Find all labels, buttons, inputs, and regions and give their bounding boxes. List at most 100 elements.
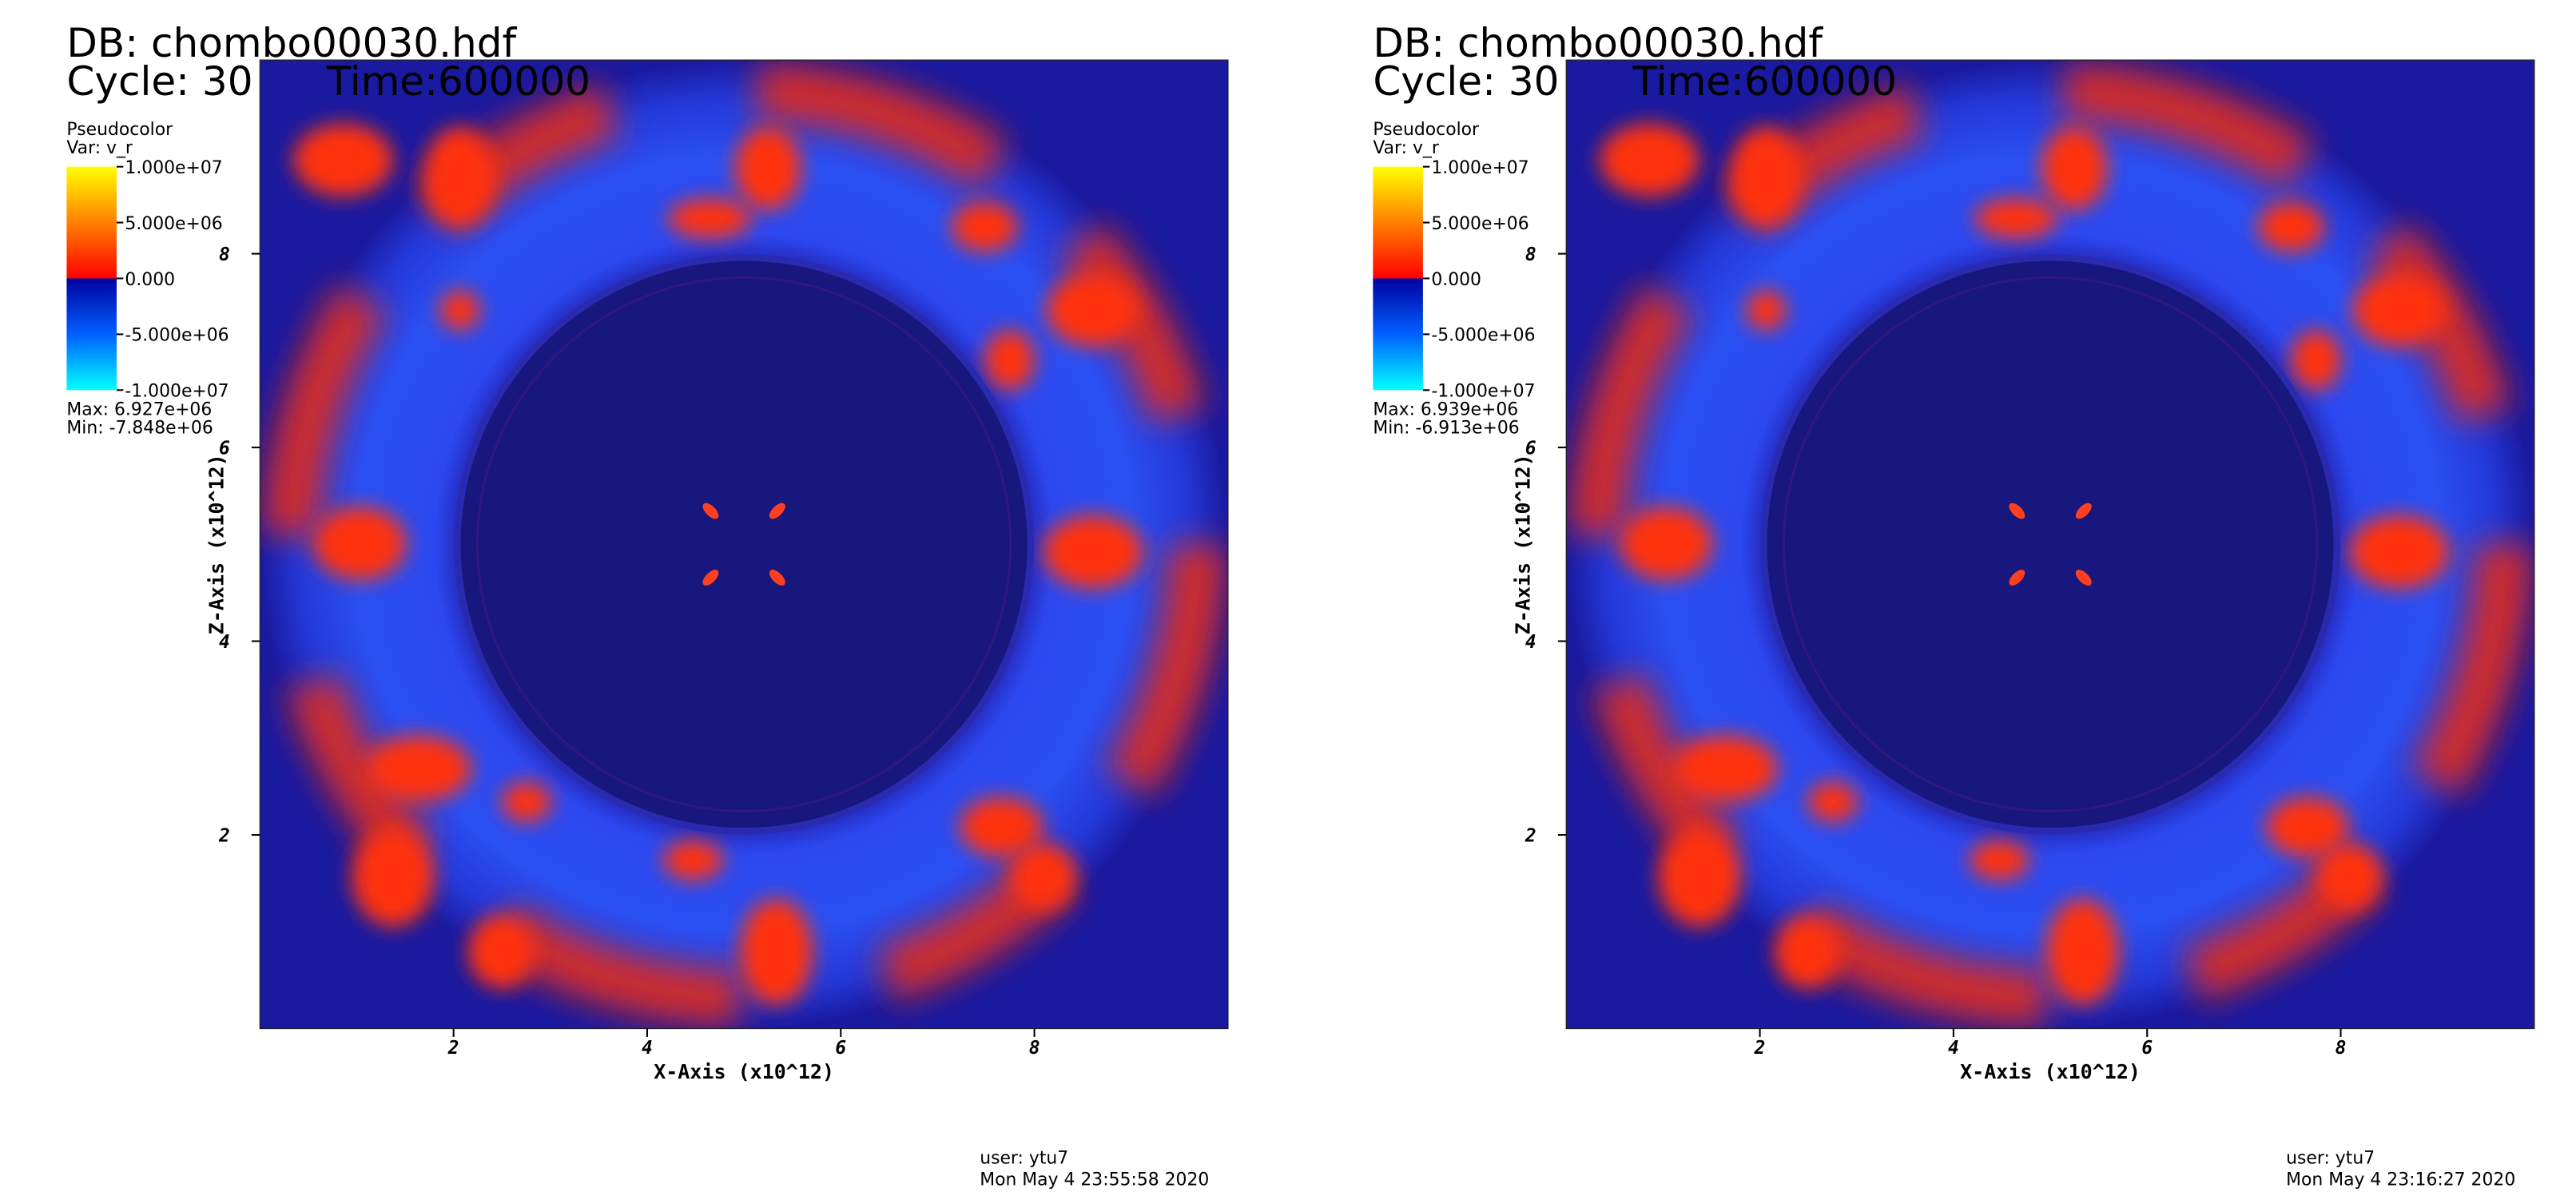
x-tick-label: 4 bbox=[1948, 1038, 1959, 1059]
colorbar-tick-label: -1.000e+07 bbox=[1431, 382, 1535, 402]
red-blob bbox=[2041, 126, 2109, 210]
core-spot bbox=[2009, 503, 2025, 519]
red-blob bbox=[501, 781, 552, 822]
y-axis-label: Z-Axis (x10^12) bbox=[1511, 454, 1534, 634]
plot-frame bbox=[1565, 59, 2535, 1030]
inner-disk bbox=[1760, 254, 2340, 835]
x-tick-label: 6 bbox=[2141, 1038, 2153, 1059]
core-spot bbox=[702, 503, 719, 519]
red-blob bbox=[734, 126, 802, 210]
core-spot bbox=[2075, 503, 2092, 519]
red-blob bbox=[1774, 915, 1842, 989]
cycle: Cycle: 30 bbox=[66, 58, 252, 105]
colorbar-tick-label: 5.000e+06 bbox=[1431, 214, 1529, 234]
legend-variable: Var: v_r bbox=[66, 138, 133, 158]
red-blob bbox=[2045, 898, 2120, 1006]
red-blob bbox=[1729, 126, 1803, 227]
red-blob bbox=[662, 840, 724, 880]
red-blob bbox=[1969, 840, 2029, 880]
red-blob bbox=[1619, 507, 1713, 581]
date: Mon May 4 23:55:58 2020 bbox=[980, 1170, 1209, 1190]
y-tick-label: 2 bbox=[1525, 825, 1536, 846]
x-tick-label: 4 bbox=[642, 1038, 653, 1059]
red-blob bbox=[1009, 843, 1077, 911]
max-value: Max: 6.939e+06 bbox=[1373, 400, 1518, 420]
x-axis-label: X-Axis (x10^12) bbox=[654, 1060, 834, 1083]
max-value: Max: 6.927e+06 bbox=[66, 400, 212, 420]
y-tick-label: 8 bbox=[219, 244, 230, 265]
red-blob bbox=[352, 827, 435, 928]
red-blob bbox=[984, 330, 1036, 391]
red-blob bbox=[1746, 290, 1787, 331]
colorbar-tick-label: 1.000e+07 bbox=[1431, 158, 1529, 178]
red-blob bbox=[423, 126, 497, 227]
x-axis-label: X-Axis (x10^12) bbox=[1960, 1060, 2141, 1083]
colorbar-tick-label: 0.000 bbox=[125, 270, 175, 290]
x-tick-label: 8 bbox=[2335, 1038, 2347, 1059]
plot-frame bbox=[259, 59, 1229, 1030]
inner-rim bbox=[475, 276, 1012, 813]
red-blob bbox=[739, 898, 813, 1006]
core-spot bbox=[769, 570, 785, 586]
min-value: Min: -7.848e+06 bbox=[66, 419, 213, 439]
red-blob bbox=[2291, 330, 2341, 391]
colorbar bbox=[66, 166, 117, 391]
colorbar-tick-label: -5.000e+06 bbox=[125, 326, 229, 346]
colorbar-tick-label: -5.000e+06 bbox=[1431, 326, 1535, 346]
y-tick-label: 6 bbox=[1525, 438, 1536, 459]
x-tick-label: 6 bbox=[835, 1038, 846, 1059]
colorbar-tick-label: 5.000e+06 bbox=[125, 214, 222, 234]
legend-variable: Var: v_r bbox=[1373, 138, 1439, 158]
y-axis-label: Z-Axis (x10^12) bbox=[205, 454, 228, 634]
inner-rim bbox=[1782, 276, 2319, 813]
red-blob bbox=[439, 290, 480, 331]
red-blob bbox=[1599, 123, 1700, 197]
red-blob bbox=[2352, 273, 2447, 348]
user: user: ytu7 bbox=[980, 1149, 1068, 1169]
red-blob bbox=[960, 797, 1044, 857]
y-tick-label: 8 bbox=[1525, 244, 1536, 265]
outer-red-ring bbox=[262, 62, 1226, 1027]
x-tick-label: 2 bbox=[1754, 1038, 1766, 1059]
colorbar-tick-label: 0.000 bbox=[1431, 270, 1481, 290]
pseudocolor-image bbox=[1566, 60, 2534, 1029]
red-blob bbox=[668, 198, 752, 239]
db-name: DB: chombo00030.hdf bbox=[66, 20, 517, 66]
user: user: ytu7 bbox=[2286, 1149, 2375, 1169]
red-blob bbox=[467, 915, 535, 989]
y-tick-label: 6 bbox=[219, 438, 230, 459]
core-spot bbox=[769, 503, 785, 519]
core-spot bbox=[2075, 570, 2092, 586]
red-blob bbox=[364, 735, 472, 802]
plot-panel: 2 4 6 8 2 4 6 8 X-Axis (x10^12) Z-Axis (x10^12) DB… bbox=[1373, 20, 2535, 1190]
cycle: Cycle: 30 bbox=[1373, 58, 1559, 105]
core-spot bbox=[702, 570, 719, 586]
red-blob bbox=[293, 123, 394, 197]
red-blob bbox=[1807, 781, 1858, 822]
legend-title: Pseudocolor bbox=[66, 120, 173, 140]
y-tick-label: 4 bbox=[1525, 632, 1536, 653]
red-blob bbox=[951, 201, 1019, 252]
red-blob bbox=[1043, 515, 1143, 589]
red-blob bbox=[1657, 827, 1742, 928]
plot-panel: 2 4 6 8 2 4 6 8 X-Axis (x10^12) Z-Axis (x10^12) DB… bbox=[66, 20, 1229, 1190]
colorbar-tick-label: 1.000e+07 bbox=[125, 158, 222, 178]
colorbar bbox=[1373, 166, 1423, 391]
time: Time:600000 bbox=[326, 58, 590, 105]
red-blob bbox=[313, 507, 407, 581]
outer-red-ring bbox=[1568, 62, 2532, 1027]
inner-disk bbox=[454, 254, 1034, 835]
min-value: Min: -6.913e+06 bbox=[1373, 419, 1519, 439]
red-blob bbox=[1671, 735, 1779, 802]
red-blob bbox=[2349, 515, 2450, 589]
red-blob bbox=[2257, 201, 2325, 252]
colorbar-tick-label: -1.000e+07 bbox=[125, 382, 229, 402]
red-blob bbox=[2266, 797, 2350, 857]
x-tick-label: 2 bbox=[447, 1038, 459, 1059]
y-tick-label: 4 bbox=[219, 632, 230, 653]
y-tick-label: 2 bbox=[218, 825, 230, 846]
db-name: DB: chombo00030.hdf bbox=[1373, 20, 1823, 66]
legend-title: Pseudocolor bbox=[1373, 120, 1479, 140]
red-blob bbox=[2316, 843, 2383, 911]
